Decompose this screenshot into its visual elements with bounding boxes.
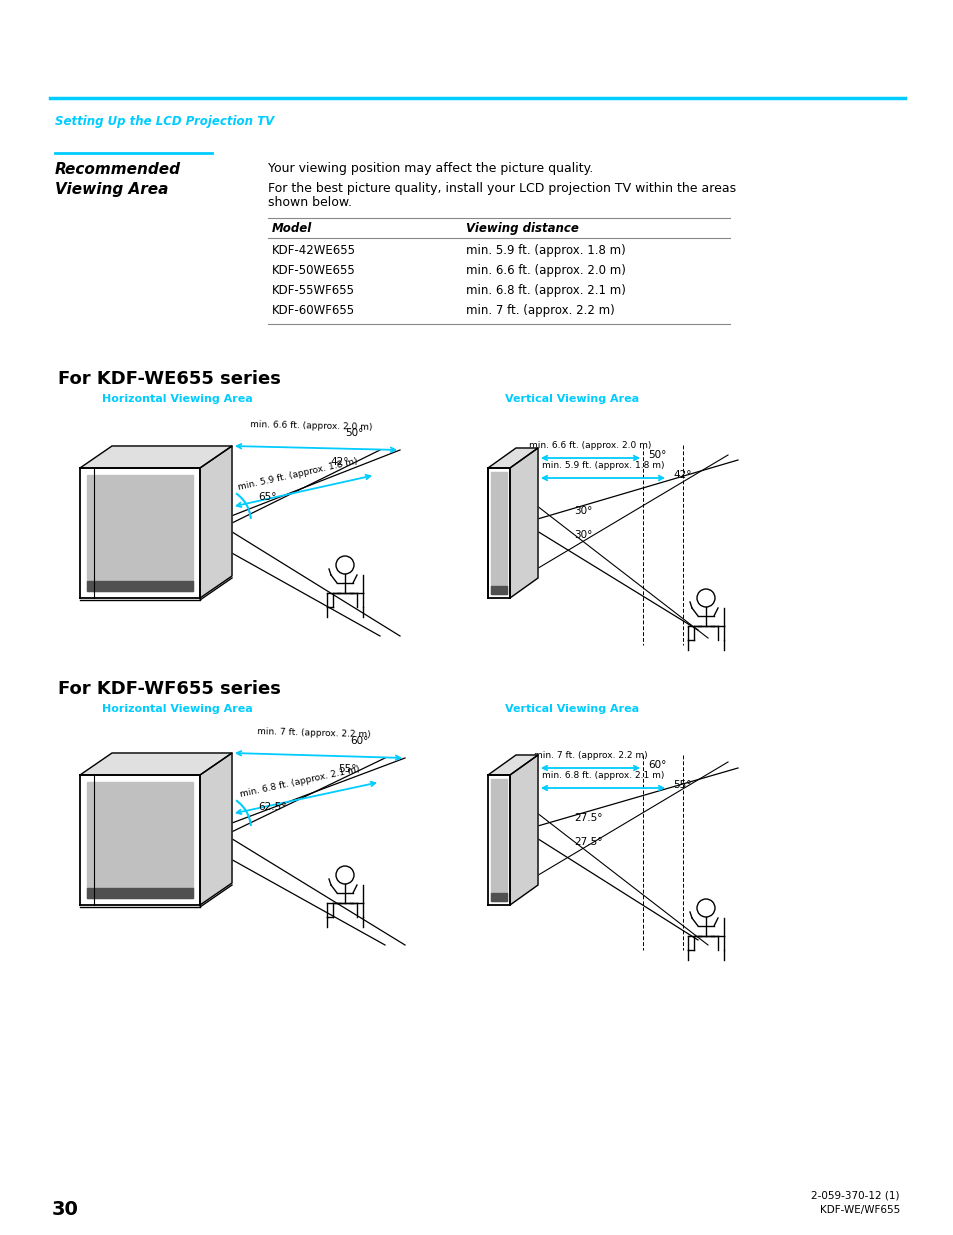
Text: 42°: 42° <box>672 471 691 480</box>
Polygon shape <box>510 448 537 598</box>
Text: KDF-WE/WF655: KDF-WE/WF655 <box>819 1205 899 1215</box>
Text: 62.5°: 62.5° <box>257 802 286 811</box>
Polygon shape <box>491 779 506 902</box>
Text: 50°: 50° <box>647 450 666 459</box>
Text: 60°: 60° <box>350 736 368 746</box>
Polygon shape <box>510 755 537 905</box>
Text: For KDF-WF655 series: For KDF-WF655 series <box>58 680 280 698</box>
Polygon shape <box>488 448 537 468</box>
Polygon shape <box>80 468 200 598</box>
Text: 30°: 30° <box>574 506 592 516</box>
Text: 55°: 55° <box>672 781 691 790</box>
Text: min. 6.6 ft. (approx. 2.0 m): min. 6.6 ft. (approx. 2.0 m) <box>529 441 651 450</box>
Text: 27.5°: 27.5° <box>574 813 602 823</box>
Text: 65°: 65° <box>257 492 276 501</box>
Polygon shape <box>80 753 232 776</box>
Polygon shape <box>488 776 510 905</box>
Text: Your viewing position may affect the picture quality.: Your viewing position may affect the pic… <box>268 162 593 175</box>
Text: min. 6.6 ft. (approx. 2.0 m): min. 6.6 ft. (approx. 2.0 m) <box>250 420 372 431</box>
Text: min. 6.6 ft. (approx. 2.0 m): min. 6.6 ft. (approx. 2.0 m) <box>465 264 625 277</box>
Polygon shape <box>200 446 232 598</box>
Text: KDF-42WE655: KDF-42WE655 <box>272 245 355 257</box>
Polygon shape <box>488 755 537 776</box>
Text: min. 7 ft. (approx. 2.2 m): min. 7 ft. (approx. 2.2 m) <box>533 751 647 760</box>
Polygon shape <box>491 585 506 594</box>
Text: min. 5.9 ft. (approx. 1.8 m): min. 5.9 ft. (approx. 1.8 m) <box>236 457 358 493</box>
Polygon shape <box>87 782 193 898</box>
Text: 30: 30 <box>52 1200 79 1219</box>
Text: KDF-55WF655: KDF-55WF655 <box>272 284 355 296</box>
Text: 2-059-370-12 (1): 2-059-370-12 (1) <box>811 1191 899 1200</box>
Polygon shape <box>87 580 193 592</box>
Text: shown below.: shown below. <box>268 196 352 209</box>
Text: min. 7 ft. (approx. 2.2 m): min. 7 ft. (approx. 2.2 m) <box>465 304 614 317</box>
Text: KDF-50WE655: KDF-50WE655 <box>272 264 355 277</box>
Text: min. 7 ft. (approx. 2.2 m): min. 7 ft. (approx. 2.2 m) <box>256 727 370 739</box>
Text: 27.5°: 27.5° <box>574 837 602 847</box>
Text: 65°: 65° <box>206 542 224 552</box>
Text: Recommended: Recommended <box>55 162 181 177</box>
Text: 62.5°: 62.5° <box>202 852 231 862</box>
Polygon shape <box>491 472 506 594</box>
Polygon shape <box>80 776 200 905</box>
Text: min. 6.8 ft. (approx. 2.1 m): min. 6.8 ft. (approx. 2.1 m) <box>239 764 360 799</box>
Polygon shape <box>80 446 232 468</box>
Text: Vertical Viewing Area: Vertical Viewing Area <box>504 394 639 404</box>
Text: Setting Up the LCD Projection TV: Setting Up the LCD Projection TV <box>55 115 274 128</box>
Polygon shape <box>87 888 193 898</box>
Text: min. 5.9 ft. (approx. 1.8 m): min. 5.9 ft. (approx. 1.8 m) <box>541 461 663 471</box>
Text: Viewing distance: Viewing distance <box>465 222 578 235</box>
Polygon shape <box>87 475 193 592</box>
Text: 60°: 60° <box>647 760 666 769</box>
Text: 42°: 42° <box>330 457 348 467</box>
Polygon shape <box>200 753 232 905</box>
Polygon shape <box>488 468 510 598</box>
Text: Vertical Viewing Area: Vertical Viewing Area <box>504 704 639 714</box>
Text: For KDF-WE655 series: For KDF-WE655 series <box>58 370 280 388</box>
Text: min. 6.8 ft. (approx. 2.1 m): min. 6.8 ft. (approx. 2.1 m) <box>465 284 625 296</box>
Polygon shape <box>491 893 506 902</box>
Text: Horizontal Viewing Area: Horizontal Viewing Area <box>102 704 253 714</box>
Text: 50°: 50° <box>345 429 363 438</box>
Text: KDF-60WF655: KDF-60WF655 <box>272 304 355 317</box>
Text: Horizontal Viewing Area: Horizontal Viewing Area <box>102 394 253 404</box>
Text: 30°: 30° <box>574 530 592 540</box>
Text: Model: Model <box>272 222 312 235</box>
Text: 55°: 55° <box>337 764 356 774</box>
Text: min. 6.8 ft. (approx. 2.1 m): min. 6.8 ft. (approx. 2.1 m) <box>541 771 663 781</box>
Text: Viewing Area: Viewing Area <box>55 182 168 198</box>
Text: For the best picture quality, install your LCD projection TV within the areas: For the best picture quality, install yo… <box>268 182 736 195</box>
Text: min. 5.9 ft. (approx. 1.8 m): min. 5.9 ft. (approx. 1.8 m) <box>465 245 625 257</box>
